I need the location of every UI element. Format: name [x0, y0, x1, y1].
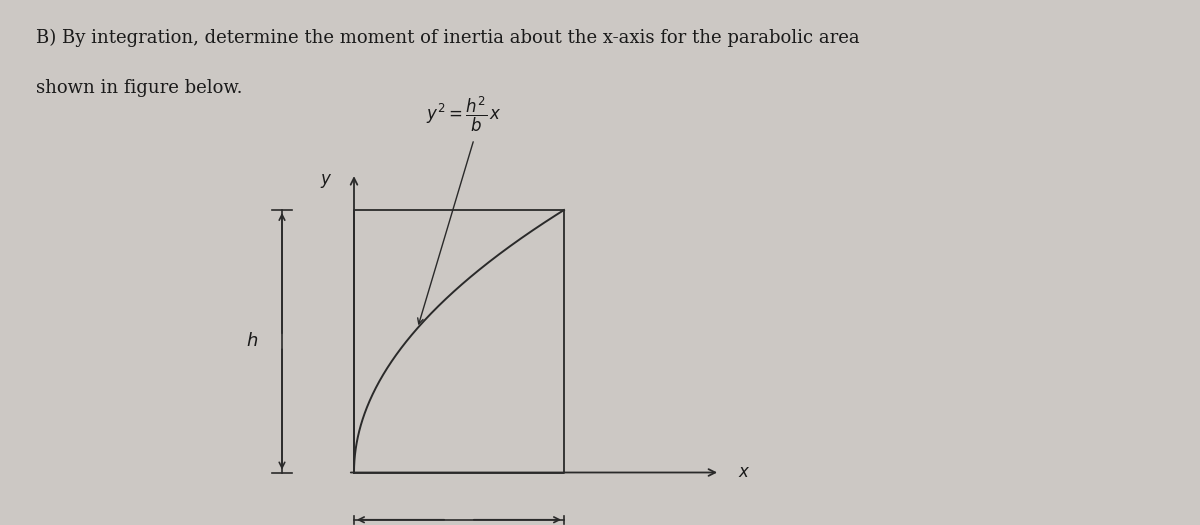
Text: $x$: $x$ [738, 464, 750, 481]
Text: shown in figure below.: shown in figure below. [36, 79, 242, 97]
Text: $h$: $h$ [246, 332, 258, 350]
Text: B) By integration, determine the moment of inertia about the x-axis for the para: B) By integration, determine the moment … [36, 29, 859, 47]
Text: $y^2 = \dfrac{h^2}{b}\,x$: $y^2 = \dfrac{h^2}{b}\,x$ [426, 94, 502, 134]
Text: $y$: $y$ [320, 172, 332, 190]
